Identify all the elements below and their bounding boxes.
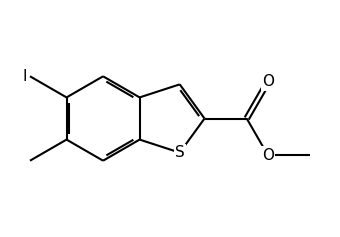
- Text: I: I: [22, 69, 27, 84]
- Text: O: O: [262, 148, 274, 163]
- Text: O: O: [262, 74, 274, 89]
- Text: S: S: [175, 145, 185, 160]
